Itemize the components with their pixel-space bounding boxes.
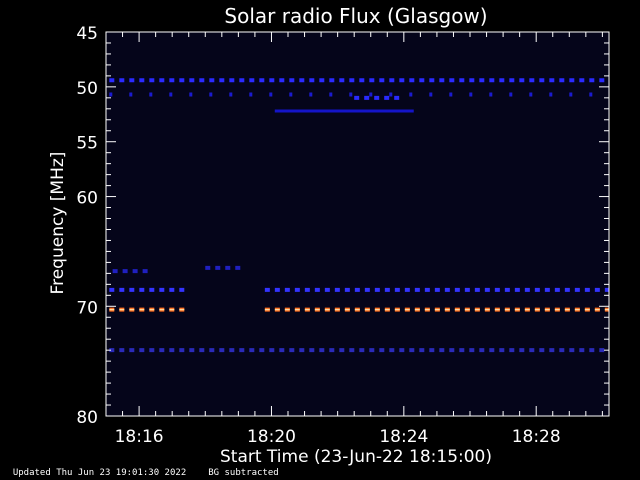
axis-ticks: 45 50 55 60 70 80 18:16 18:20 18:24 18:28 [76,24,609,447]
bg-subtracted-note: BG subtracted [208,468,279,478]
y-axis-label: Frequency [MHz] [48,152,68,295]
plot-frame [105,31,610,417]
frequency-bands [109,78,609,353]
y-tick-label: 70 [76,298,98,318]
updated-timestamp: Updated Thu Jun 23 19:01:30 2022 [12,468,187,478]
y-tick-label: 60 [76,189,98,209]
x-tick-label: 18:20 [247,427,296,447]
footer: Updated Thu Jun 23 19:01:30 2022 BG subtr… [2,458,301,478]
x-tick-label: 18:24 [379,427,428,447]
x-tick-label: 18:16 [115,427,164,447]
x-axis-label: Start Time (23-Jun-22 18:15:00) [220,447,492,467]
y-tick-label: 50 [76,79,98,99]
y-tick-label: 55 [76,134,98,154]
y-tick-label: 80 [76,408,98,428]
chart-title: Solar radio Flux (Glasgow) [224,4,487,28]
x-tick-label: 18:28 [512,427,561,447]
y-tick-label: 45 [76,24,98,44]
plot-background [106,32,609,416]
